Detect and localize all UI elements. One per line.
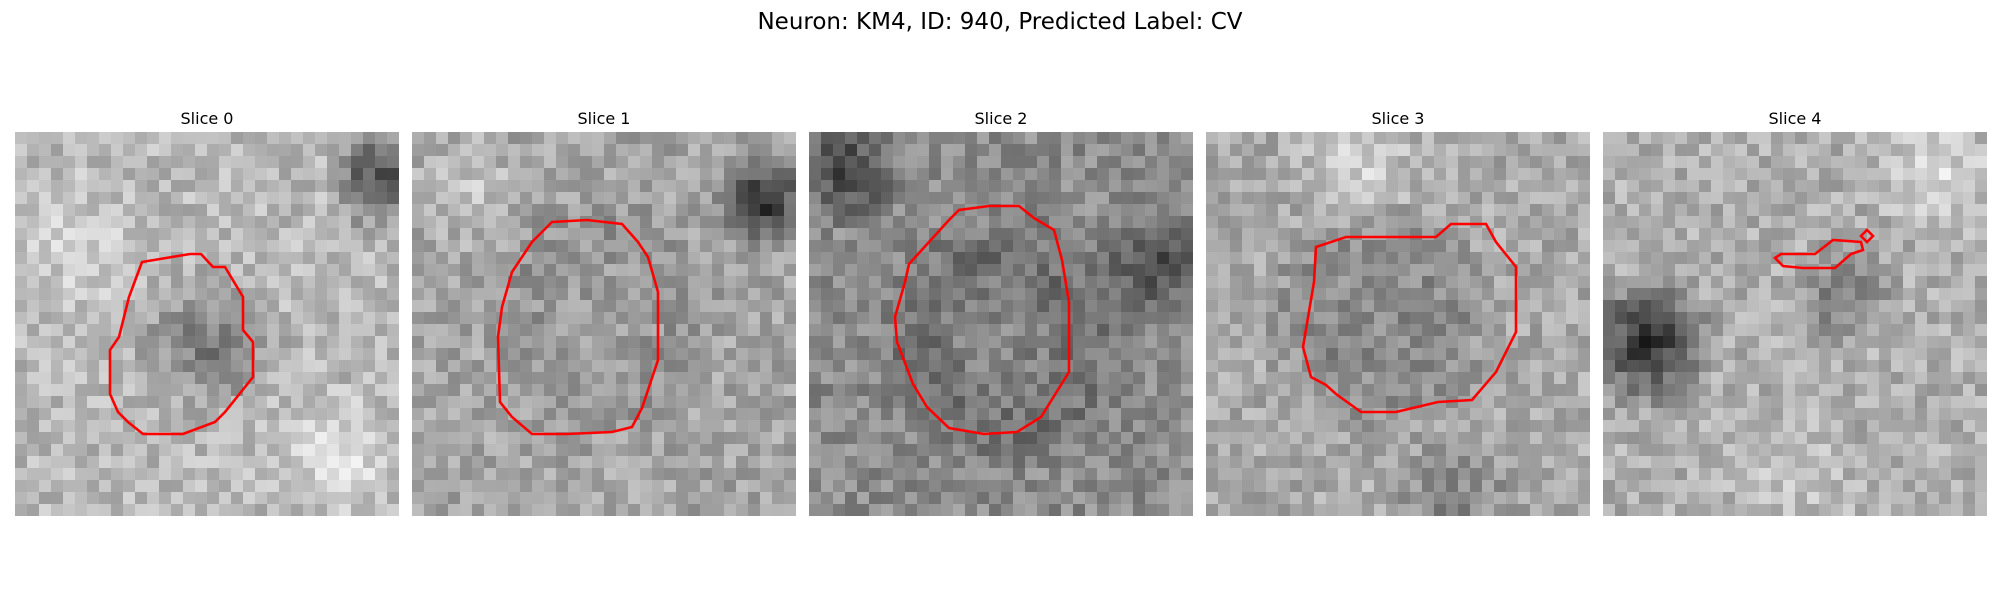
slice-image-1 xyxy=(412,132,796,516)
slice-image-2 xyxy=(809,132,1193,516)
slice-title-2: Slice 2 xyxy=(809,108,1193,130)
slice-image-3 xyxy=(1206,132,1590,516)
slice-title-0: Slice 0 xyxy=(15,108,399,130)
slice-image-4 xyxy=(1603,132,1987,516)
slice-image-0 xyxy=(15,132,399,516)
slice-title-1: Slice 1 xyxy=(412,108,796,130)
figure-title: Neuron: KM4, ID: 940, Predicted Label: C… xyxy=(0,6,2000,38)
slice-title-3: Slice 3 xyxy=(1206,108,1590,130)
slice-title-4: Slice 4 xyxy=(1603,108,1987,130)
